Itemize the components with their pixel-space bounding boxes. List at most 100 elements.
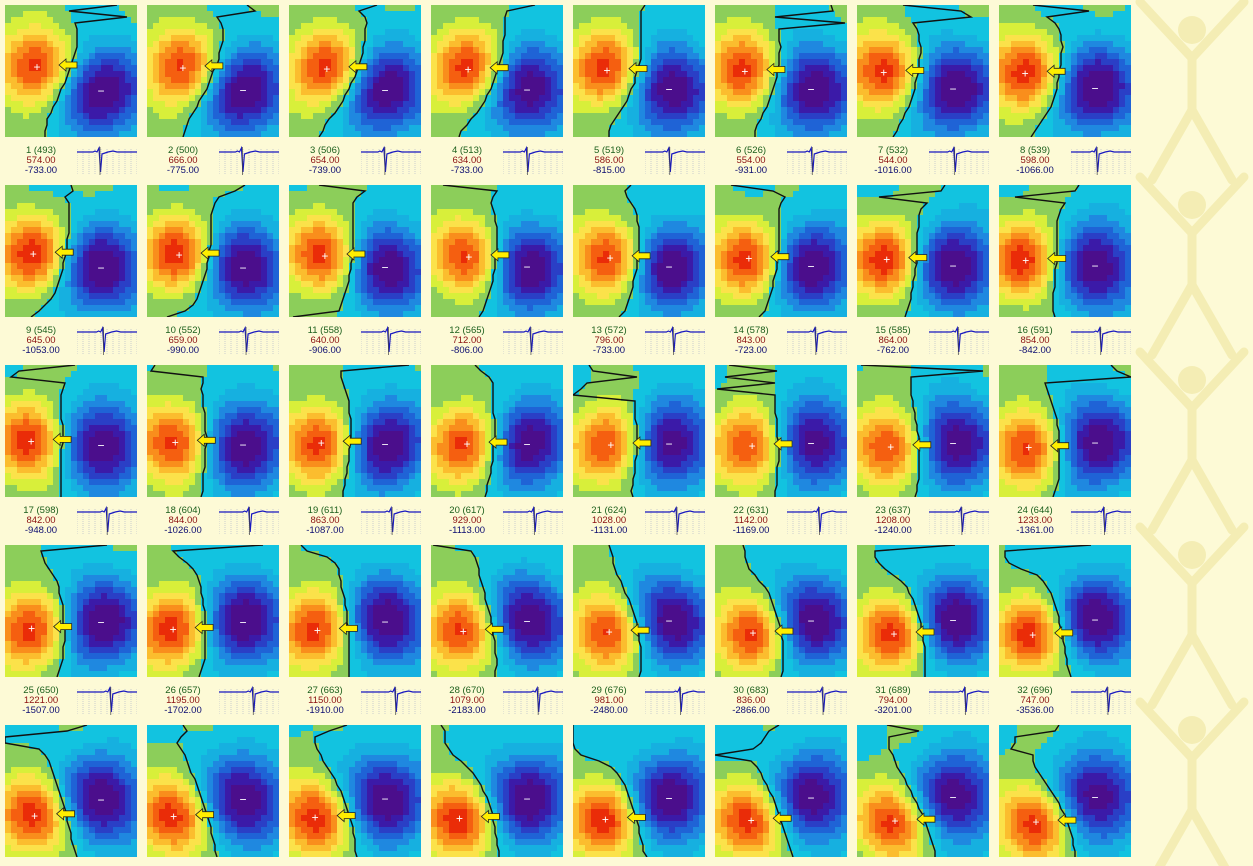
frame-cell[interactable]: + −15 (585) 864.00 -762.00: [857, 185, 989, 361]
positive-maximum-icon: +: [33, 60, 40, 74]
min-value: -1240.00: [863, 526, 923, 536]
frame-cell[interactable]: + −26 (657) 1195.00 -1702.00: [147, 545, 279, 721]
potential-map: +−: [5, 545, 137, 677]
ecg-thumbnail: [1071, 145, 1131, 175]
frame-cell[interactable]: + −13 (572) 796.00 -733.00: [573, 185, 705, 361]
frame-cell[interactable]: + −29 (676) 981.00 -2480.00: [573, 545, 705, 721]
frame-cell[interactable]: + −30 (683) 836.00 -2866.00: [715, 545, 847, 721]
min-value: -3536.00: [1005, 706, 1065, 716]
potential-map: +−: [289, 365, 421, 497]
positive-maximum-icon: +: [1029, 628, 1036, 642]
positive-maximum-icon: +: [1022, 254, 1029, 268]
potential-map: +−: [431, 5, 563, 137]
frame-cell[interactable]: + −17 (598) 842.00 -948.00: [5, 365, 137, 541]
activation-arrow-icon: [488, 435, 508, 449]
negative-minimum-icon: −: [239, 792, 246, 806]
potential-map: +−: [5, 185, 137, 317]
positive-maximum-icon: +: [880, 65, 887, 79]
frame-cell[interactable]: + −21 (624) 1028.00 -1131.00: [573, 365, 705, 541]
frame-cell[interactable]: + −24 (644) 1233.00 -1361.00: [999, 365, 1131, 541]
frame-cell[interactable]: + −16 (591) 854.00 -842.00: [999, 185, 1131, 361]
frame-cell[interactable]: + −: [715, 725, 847, 857]
min-value: -1131.00: [579, 526, 639, 536]
potential-map: +−: [431, 185, 563, 317]
frame-cell[interactable]: + −2 (500) 666.00 -775.00: [147, 5, 279, 181]
frame-cell[interactable]: + −23 (637) 1208.00 -1240.00: [857, 365, 989, 541]
frame-cell[interactable]: + −6 (526) 554.00 -931.00: [715, 5, 847, 181]
frame-info: 2 (500) 666.00 -775.00: [147, 141, 279, 181]
frame-cell[interactable]: + −5 (519) 586.00 -815.00: [573, 5, 705, 181]
frame-cell[interactable]: + −18 (604) 844.00 -1026.00: [147, 365, 279, 541]
frame-cell[interactable]: + −32 (696) 747.00 -3536.00: [999, 545, 1131, 721]
positive-maximum-icon: +: [748, 813, 755, 827]
frame-cell[interactable]: + −22 (631) 1142.00 -1169.00: [715, 365, 847, 541]
frame-cell[interactable]: + −: [5, 725, 137, 857]
frame-label: 10 (552): [153, 326, 213, 336]
potential-map: +−: [5, 725, 137, 857]
frame-cell[interactable]: + −: [573, 725, 705, 857]
frame-cell[interactable]: + −: [289, 725, 421, 857]
activation-arrow-icon: [195, 807, 215, 822]
frame-cell[interactable]: + −3 (506) 654.00 -739.00: [289, 5, 421, 181]
frame-cell[interactable]: + −8 (539) 598.00 -1066.00: [999, 5, 1131, 181]
potential-map: +−: [5, 5, 137, 137]
min-value: -931.00: [721, 166, 781, 176]
frame-cell[interactable]: + −27 (663) 1150.00 -1910.00: [289, 545, 421, 721]
frame-info: 29 (676) 981.00 -2480.00: [573, 681, 705, 721]
frame-info: 1 (493) 574.00 -733.00: [5, 141, 137, 181]
negative-minimum-icon: −: [1091, 613, 1098, 627]
frame-cell[interactable]: + −11 (558) 640.00 -906.00: [289, 185, 421, 361]
min-value: -1702.00: [153, 706, 213, 716]
frame-label: 3 (506): [295, 146, 355, 156]
frame-cell[interactable]: + −4 (513) 634.00 -733.00: [431, 5, 563, 181]
negative-minimum-icon: −: [523, 615, 530, 629]
frame-cell[interactable]: + −: [147, 725, 279, 857]
background-figures: [1135, 0, 1249, 866]
positive-maximum-icon: +: [1032, 815, 1039, 829]
frame-label: 27 (663): [295, 686, 355, 696]
frame-cell[interactable]: + −7 (532) 544.00 -1016.00: [857, 5, 989, 181]
max-value: 1028.00: [579, 516, 639, 526]
frame-cell[interactable]: + −31 (689) 794.00 -3201.00: [857, 545, 989, 721]
min-value: -762.00: [863, 346, 923, 356]
frame-label: 28 (670): [437, 686, 497, 696]
negative-minimum-icon: −: [381, 438, 388, 452]
min-value: -1026.00: [153, 526, 213, 536]
potential-map: +−: [857, 545, 989, 677]
frame-info: 11 (558) 640.00 -906.00: [289, 321, 421, 361]
frame-cell[interactable]: + −: [999, 725, 1131, 857]
frame-cell[interactable]: + −9 (545) 645.00 -1053.00: [5, 185, 137, 361]
min-value: -733.00: [437, 166, 497, 176]
negative-minimum-icon: −: [523, 83, 530, 97]
activation-arrow-icon: [912, 437, 932, 452]
frame-label: 4 (513): [437, 146, 497, 156]
frame-label: 6 (526): [721, 146, 781, 156]
frame-cell[interactable]: + −: [857, 725, 989, 857]
negative-minimum-icon: −: [97, 438, 104, 452]
activation-arrow-icon: [1050, 438, 1070, 453]
negative-minimum-icon: −: [239, 261, 246, 275]
negative-minimum-icon: −: [97, 793, 104, 807]
min-value: -723.00: [721, 346, 781, 356]
frame-cell[interactable]: + −14 (578) 843.00 -723.00: [715, 185, 847, 361]
min-value: -1113.00: [437, 526, 497, 536]
positive-maximum-icon: +: [312, 811, 319, 825]
frame-cell[interactable]: + −: [431, 725, 563, 857]
frame-cell[interactable]: + −25 (650) 1221.00 -1507.00: [5, 545, 137, 721]
frame-info: 30 (683) 836.00 -2866.00: [715, 681, 847, 721]
frame-cell[interactable]: + −12 (565) 712.00 -806.00: [431, 185, 563, 361]
ecg-thumbnail: [219, 685, 279, 715]
ecg-thumbnail: [219, 505, 279, 535]
frame-info: 9 (545) 645.00 -1053.00: [5, 321, 137, 361]
frame-cell[interactable]: + −1 (493) 574.00 -733.00: [5, 5, 137, 181]
potential-map: +−: [573, 545, 705, 677]
frame-cell[interactable]: + −20 (617) 929.00 -1113.00: [431, 365, 563, 541]
activation-arrow-icon: [630, 623, 650, 638]
frame-cell[interactable]: + −10 (552) 659.00 -990.00: [147, 185, 279, 361]
positive-maximum-icon: +: [607, 438, 614, 452]
max-value: 586.00: [579, 156, 639, 166]
max-value: 1221.00: [11, 696, 71, 706]
frame-info: 6 (526) 554.00 -931.00: [715, 141, 847, 181]
frame-cell[interactable]: + −19 (611) 863.00 -1087.00: [289, 365, 421, 541]
frame-cell[interactable]: + −28 (670) 1079.00 -2183.00: [431, 545, 563, 721]
